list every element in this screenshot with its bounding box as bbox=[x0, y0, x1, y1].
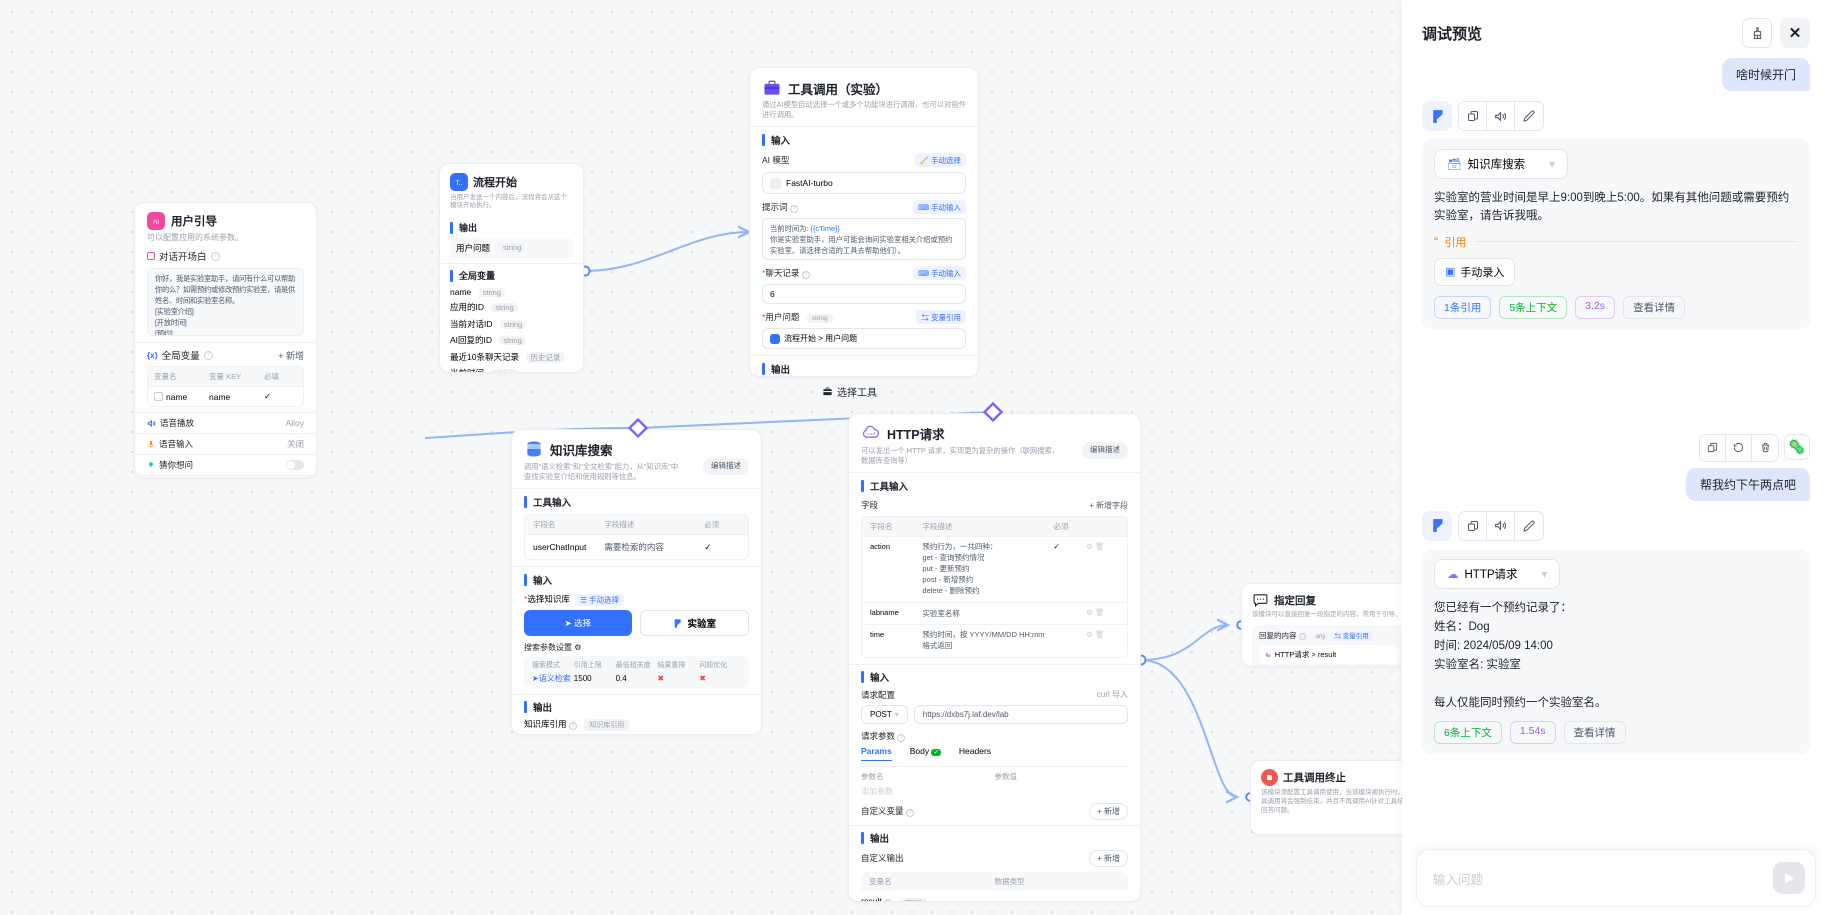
svg-text:T..: T.. bbox=[456, 180, 463, 187]
svg-text:Hi: Hi bbox=[153, 220, 159, 226]
